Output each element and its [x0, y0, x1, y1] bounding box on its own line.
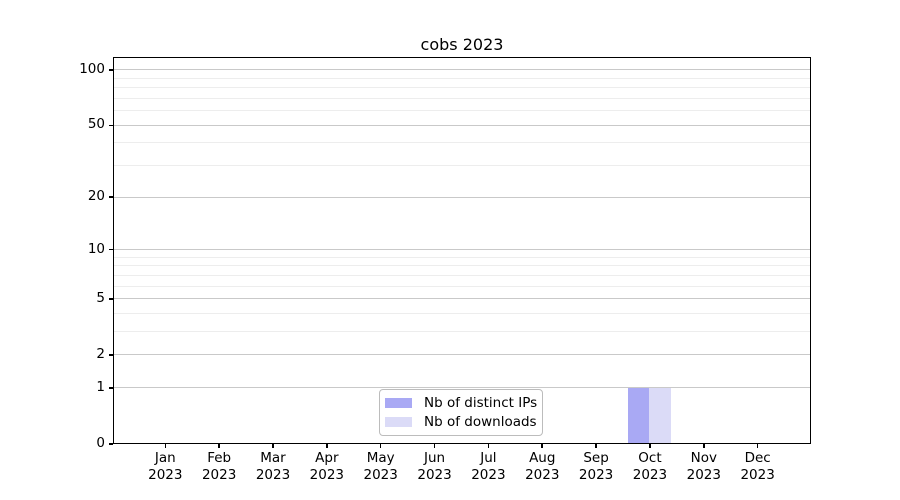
legend: Nb of distinct IPs Nb of downloads	[379, 389, 543, 436]
gridline-minor	[114, 285, 810, 287]
legend-item-downloads: Nb of downloads	[385, 413, 537, 430]
gridline-major	[114, 298, 810, 300]
gridline-major	[114, 69, 810, 71]
x-tick-label-year: 2023	[201, 466, 237, 483]
y-tick-mark	[109, 387, 113, 389]
x-tick-label-month: Jul	[480, 450, 497, 466]
x-tick-mark	[218, 444, 220, 448]
gridline-major	[114, 387, 810, 389]
y-tick-mark	[109, 196, 113, 199]
y-tick-label: 20	[87, 188, 105, 205]
y-tick-mark	[109, 69, 113, 71]
legend-swatch-downloads	[385, 417, 412, 427]
x-tick-label-month: May	[366, 450, 395, 466]
x-tick-label-year: 2023	[363, 466, 398, 483]
y-tick-mark	[109, 124, 113, 127]
gridline-minor	[114, 256, 810, 258]
gridline-minor	[114, 110, 810, 112]
y-tick-label: 0	[96, 435, 105, 451]
x-tick-label: Jun 2023	[395, 450, 475, 483]
x-tick-label: Dec 2023	[718, 450, 798, 483]
x-tick-label-month: Dec	[744, 450, 771, 466]
x-tick-label-month: Jun	[424, 450, 446, 466]
bar-distinct-ips	[627, 388, 650, 443]
x-tick-label: Jan 2023	[125, 450, 205, 483]
x-tick-label-year: 2023	[578, 466, 614, 483]
x-tick-label: Apr 2023	[287, 450, 367, 483]
gridline-minor	[114, 265, 810, 267]
gridline-minor	[114, 97, 810, 99]
gridline-minor	[114, 274, 810, 276]
x-tick-label-year: 2023	[686, 466, 721, 483]
x-tick-label-month: Sep	[583, 450, 609, 466]
y-tick-mark	[109, 248, 113, 251]
chart-title: cobs 2023	[420, 35, 504, 54]
y-tick-label: 5	[96, 289, 105, 306]
x-tick-label-month: Oct	[638, 450, 662, 466]
x-tick-label: Sep 2023	[556, 450, 636, 483]
y-tick-label: 1	[96, 378, 105, 395]
gridline-minor	[114, 77, 810, 79]
x-tick-label: Nov 2023	[664, 450, 744, 483]
x-tick-label-year: 2023	[632, 466, 668, 483]
x-tick-label-month: Nov	[690, 450, 717, 466]
x-tick-mark	[703, 444, 705, 448]
y-tick-label: 2	[96, 345, 105, 362]
gridline-minor	[114, 165, 810, 167]
gridline-major	[114, 124, 810, 126]
x-tick-label: May 2023	[341, 450, 421, 483]
legend-label-downloads: Nb of downloads	[424, 413, 537, 430]
x-tick-mark	[326, 444, 328, 448]
x-tick-label-year: 2023	[417, 466, 452, 483]
x-tick-mark	[272, 444, 274, 448]
x-tick-label: Oct 2023	[610, 450, 690, 483]
y-tick-mark	[109, 443, 113, 445]
x-tick-label-month: Feb	[207, 450, 232, 466]
y-tick-mark	[109, 354, 113, 356]
x-tick-mark	[487, 444, 490, 448]
x-tick-label-month: Jan	[154, 450, 176, 466]
x-tick-label-year: 2023	[255, 466, 291, 483]
x-tick-label-month: Mar	[260, 450, 286, 466]
plot-area	[113, 57, 811, 444]
gridline-minor	[114, 87, 810, 89]
x-tick-mark	[164, 444, 167, 448]
legend-swatch-distinct-ips	[385, 398, 412, 408]
gridline-minor	[114, 142, 810, 144]
legend-label-distinct-ips: Nb of distinct IPs	[424, 394, 538, 411]
gridline-major	[114, 354, 810, 356]
x-tick-label-year: 2023	[471, 466, 506, 483]
x-tick-label-year: 2023	[525, 466, 560, 483]
gridline-minor	[114, 312, 810, 314]
x-tick-mark	[595, 444, 597, 448]
x-tick-mark	[541, 444, 544, 448]
gridline-minor	[114, 331, 810, 333]
x-tick-label: Feb 2023	[179, 450, 259, 483]
x-tick-label-month: Aug	[529, 450, 556, 466]
gridline-major	[114, 249, 810, 251]
y-tick-label: 10	[87, 240, 105, 257]
x-tick-label-year: 2023	[740, 466, 775, 483]
y-tick-mark	[109, 297, 113, 300]
y-tick-label: 100	[79, 60, 105, 77]
bar-downloads	[649, 388, 671, 443]
x-tick-mark	[649, 444, 651, 448]
x-tick-label: Mar 2023	[233, 450, 313, 483]
legend-item-distinct-ips: Nb of distinct IPs	[385, 394, 538, 411]
gridline-major	[114, 196, 810, 198]
y-tick-label: 50	[87, 116, 105, 133]
x-tick-label-year: 2023	[148, 466, 183, 483]
x-tick-mark	[433, 444, 436, 448]
x-tick-label-year: 2023	[309, 466, 345, 483]
x-tick-mark	[756, 444, 759, 448]
x-tick-label-month: Apr	[315, 450, 339, 466]
x-tick-mark	[379, 444, 382, 448]
x-tick-label: Aug 2023	[502, 450, 582, 483]
x-tick-label: Jul 2023	[448, 450, 528, 483]
